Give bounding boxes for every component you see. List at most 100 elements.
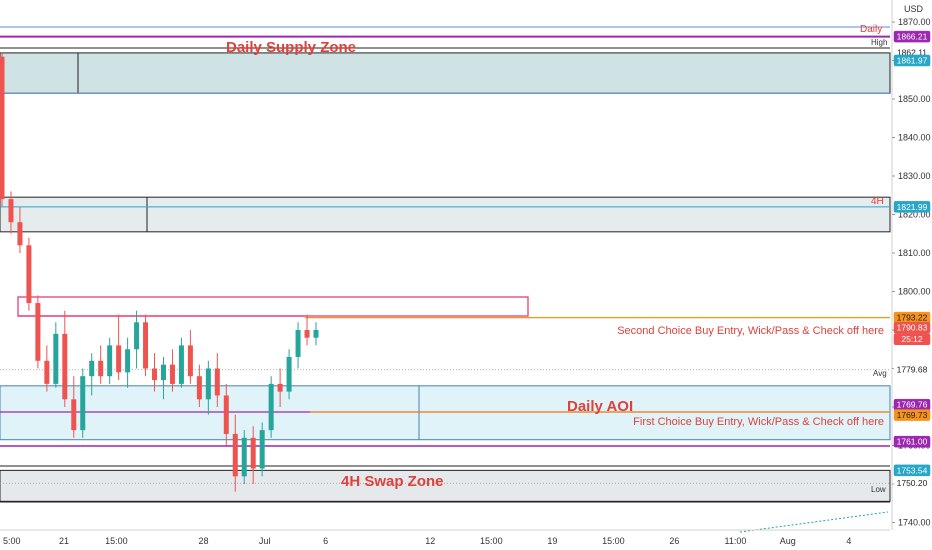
lines-layer — [0, 26, 890, 533]
candle-body-17 — [152, 368, 158, 381]
price-tag-bg-3 — [893, 201, 931, 213]
candle-body-28 — [250, 437, 256, 469]
candle-body-16 — [143, 322, 149, 369]
candle-body-10 — [89, 360, 95, 377]
price-tag-bg-12 — [893, 477, 931, 489]
x-tick-label-11: 11:00 — [725, 536, 747, 546]
candle-body-32 — [286, 356, 292, 392]
supply-zone-title: Daily Supply Zone — [226, 39, 356, 56]
zone-rect-0 — [0, 52, 891, 94]
candle-body-7 — [62, 333, 68, 400]
x-tick-label-9: 15:00 — [602, 536, 625, 546]
candle-body-5 — [44, 360, 50, 384]
fourh-line-label: 4H — [871, 196, 884, 207]
price-tag-label-11: 1753.54 — [897, 465, 928, 475]
candle-body-1 — [8, 199, 14, 223]
price-tag-bg-0 — [893, 30, 931, 43]
price-tag-label-4: 1793.22 — [897, 313, 928, 323]
zones-layer — [0, 52, 891, 502]
candle-body-9 — [80, 376, 86, 431]
candle-body-23 — [205, 368, 211, 400]
candle-body-26 — [232, 433, 238, 477]
price-tag-bg-9 — [893, 409, 931, 421]
candle-body-15 — [134, 322, 140, 350]
daily-line-label: Daily — [860, 24, 882, 35]
resistance-box — [17, 296, 529, 317]
candle-body-3 — [26, 245, 32, 304]
price-tag-bg-6 — [893, 333, 931, 345]
candle-body-20 — [178, 345, 184, 384]
x-tick-label-6: 12 — [425, 536, 435, 546]
y-tick-label-3: 1840.00 — [898, 133, 931, 143]
x-tick-label-2: 15:00 — [105, 536, 128, 546]
zone-rect-2 — [0, 385, 891, 441]
price-tag-label-12: 1750.20 — [897, 478, 928, 488]
currency-label: USD — [904, 4, 924, 14]
candle-body-11 — [98, 360, 104, 377]
green-projection-line — [739, 511, 889, 533]
price-tag-label-0: 1866.21 — [897, 32, 928, 42]
x-tick-label-0: 5:00 — [3, 536, 21, 546]
price-tag-bg-5 — [893, 321, 931, 334]
zone-rect-1 — [0, 196, 891, 233]
x-axis[interactable]: 5:00 21 15:00 28 Jul 6 12 15:00 19 15:00 26 11:00 Au… — [0, 529, 890, 546]
x-tick-label-1: 21 — [59, 536, 69, 546]
swap-zone-title: 4H Swap Zone — [341, 473, 444, 490]
candle-body-4 — [35, 303, 41, 361]
low-label: Low — [871, 485, 886, 494]
text-layer: USD Daily High 4H Avg Low Daily Supply Z… — [226, 4, 924, 494]
x-tick-label-3: 28 — [199, 536, 209, 546]
candle-body-33 — [295, 330, 301, 357]
candle-body-8 — [71, 399, 77, 431]
candle-body-34 — [304, 330, 310, 338]
price-tag-label-2: 1861.97 — [897, 56, 928, 66]
x-tick-label-5: 6 — [323, 536, 328, 546]
candle-body-29 — [259, 430, 265, 469]
daily-aoi-title: Daily AOI — [567, 398, 633, 415]
x-tick-label-8: 19 — [547, 536, 557, 546]
y-tick-label-6: 1810.00 — [898, 248, 931, 258]
price-tag-label-1: 1862.11 — [897, 47, 927, 57]
price-tag-label-8: 1769.76 — [897, 400, 928, 410]
x-tick-label-7: 15:00 — [480, 536, 503, 546]
price-tag-label-10: 1761.00 — [897, 437, 928, 447]
candle-body-30 — [268, 383, 274, 431]
y-axis[interactable]: 1870.001860.001850.001840.001830.001820.… — [891, 0, 931, 530]
x-tick-label-12: Aug — [780, 536, 796, 546]
candle-body-22 — [196, 376, 202, 400]
first-choice-note: First Choice Buy Entry, Wick/Pass & Chec… — [633, 416, 884, 428]
candle-body-2 — [17, 222, 23, 246]
price-tag-bg-7 — [893, 363, 931, 376]
candle-body-14 — [125, 349, 131, 373]
candle-body-24 — [214, 368, 220, 396]
price-tag-label-6: 25:12 — [901, 334, 923, 344]
candle-body-35 — [313, 330, 319, 338]
y-tick-label-2: 1850.00 — [898, 94, 931, 104]
price-tag-label-5: 1790.83 — [897, 323, 928, 333]
y-tick-label-13: 1740.00 — [898, 518, 931, 528]
avg-label: Avg — [873, 369, 887, 378]
x-tick-label-10: 26 — [669, 536, 679, 546]
candle-body-13 — [116, 345, 122, 373]
candle-body-19 — [169, 364, 175, 384]
x-tick-label-4: Jul — [259, 536, 271, 546]
candle-body-25 — [223, 395, 229, 434]
price-tag-label-9: 1769.73 — [897, 410, 928, 420]
candle-body-18 — [160, 364, 166, 381]
price-tag-bg-10 — [893, 435, 931, 448]
candle-body-0 — [0, 56, 5, 200]
zone-rect-3 — [0, 469, 891, 502]
price-tag-bg-11 — [893, 464, 931, 477]
y-tick-label-0: 1870.00 — [898, 17, 931, 27]
y-tick-label-5: 1820.00 — [898, 210, 931, 220]
price-tag-label-3: 1821.99 — [897, 202, 928, 212]
high-label: High — [871, 38, 887, 47]
y-tick-label-7: 1800.00 — [898, 287, 931, 297]
price-tag-bg-2 — [893, 54, 931, 67]
x-tick-label-13: 4 — [846, 536, 851, 546]
second-choice-note: Second Choice Buy Entry, Wick/Pass & Che… — [617, 325, 884, 337]
price-tag-label-7: 1779.68 — [897, 365, 928, 375]
candle-body-6 — [53, 333, 59, 384]
